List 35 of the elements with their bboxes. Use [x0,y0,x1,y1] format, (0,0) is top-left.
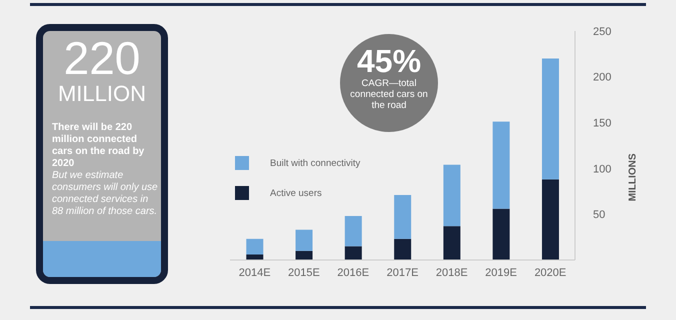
legend-label: Built with connectivity [270,158,360,168]
x-tick-label: 2020E [534,266,566,279]
x-tick-label: 2015E [288,266,320,279]
legend-label: Active users [270,188,322,198]
bar [492,122,510,209]
y-tick-label: 150 [593,118,612,130]
bar [246,254,264,260]
x-tick-label: 2017E [386,266,418,279]
bar [344,246,362,260]
bar [394,238,412,260]
y-tick-label: 200 [593,72,612,84]
bar [492,208,510,260]
bar [394,194,412,239]
y-axis-title: MILLIONS [628,153,639,202]
x-tick-label: 2016E [337,266,370,279]
bar [542,58,559,180]
bar [296,250,313,260]
bar [443,226,460,260]
bar [443,164,460,226]
y-tick-label: 250 [593,26,612,38]
text: MILLION [56,81,148,106]
bar [542,179,559,260]
annotation: CAGR—total connected cars on the road [349,78,429,111]
y-tick-label: 50 [593,209,606,222]
y-tick-label: 100 [593,163,612,176]
text: There will be 220 million connected cars on the road by 2020 [52,122,146,170]
x-tick-label: 2018E [436,266,468,279]
annotation: 45% [356,43,422,79]
text: But we estimate consumers will only use connected services in 88 million of those cars. [52,170,158,218]
x-tick-label: 2019E [485,266,517,279]
bar [344,216,362,246]
text: 220 [62,32,142,84]
bar [246,238,264,255]
x-tick-label: 2014E [238,266,271,279]
bar [296,230,313,251]
